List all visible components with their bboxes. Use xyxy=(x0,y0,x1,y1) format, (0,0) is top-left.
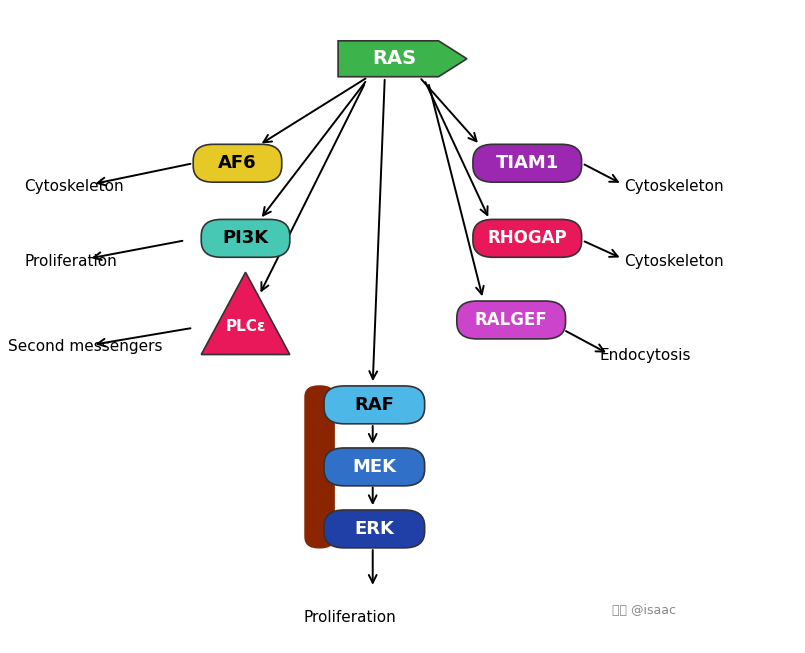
Polygon shape xyxy=(338,40,467,76)
Text: Cytoskeleton: Cytoskeleton xyxy=(24,179,124,193)
FancyBboxPatch shape xyxy=(324,386,425,424)
Text: RHOGAP: RHOGAP xyxy=(488,229,567,247)
FancyBboxPatch shape xyxy=(473,219,581,257)
Polygon shape xyxy=(201,272,290,355)
Text: Proliferation: Proliferation xyxy=(303,610,397,624)
Text: Second messengers: Second messengers xyxy=(8,339,163,353)
FancyBboxPatch shape xyxy=(324,510,425,548)
Text: RAF: RAF xyxy=(354,396,394,414)
FancyBboxPatch shape xyxy=(473,144,581,182)
FancyBboxPatch shape xyxy=(324,448,425,486)
FancyBboxPatch shape xyxy=(193,144,282,182)
FancyBboxPatch shape xyxy=(201,219,290,257)
Text: TIAM1: TIAM1 xyxy=(496,154,559,172)
Text: Endocytosis: Endocytosis xyxy=(600,349,691,363)
Text: 知乎 @isaac: 知乎 @isaac xyxy=(612,604,676,617)
Text: Cytoskeleton: Cytoskeleton xyxy=(624,179,724,193)
Text: MEK: MEK xyxy=(353,458,396,476)
Text: Proliferation: Proliferation xyxy=(24,254,117,268)
Text: Cytoskeleton: Cytoskeleton xyxy=(624,254,724,268)
FancyBboxPatch shape xyxy=(457,301,565,339)
Text: PI3K: PI3K xyxy=(222,229,269,247)
Text: AF6: AF6 xyxy=(218,154,257,172)
Text: RALGEF: RALGEF xyxy=(475,311,547,329)
FancyBboxPatch shape xyxy=(304,385,335,549)
Text: RAS: RAS xyxy=(373,49,417,69)
Text: ERK: ERK xyxy=(354,520,394,538)
Text: PLCε: PLCε xyxy=(225,319,266,334)
